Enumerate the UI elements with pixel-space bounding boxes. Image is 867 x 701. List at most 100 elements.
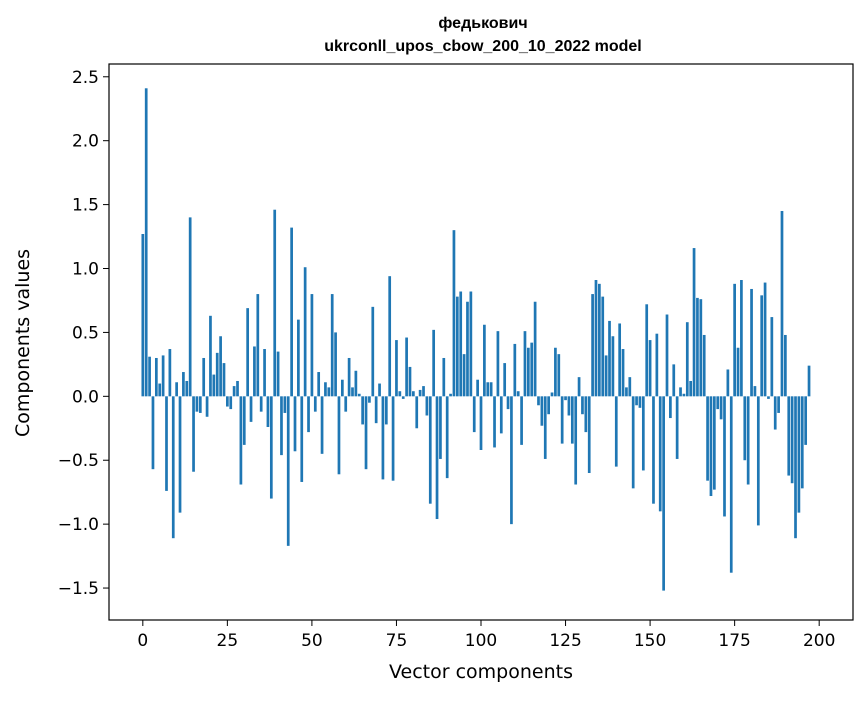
- bar: [469, 291, 473, 397]
- bar: [726, 369, 730, 397]
- bar: [689, 380, 693, 397]
- bar: [182, 372, 185, 397]
- y-tick-label: 2.0: [72, 132, 99, 152]
- bar: [178, 396, 182, 513]
- bar: [598, 283, 601, 397]
- bar: [290, 227, 293, 397]
- bar: [550, 392, 554, 397]
- bar: [594, 280, 598, 397]
- x-tick-label: 100: [465, 631, 497, 651]
- bar: [709, 396, 713, 497]
- bar: [327, 387, 331, 397]
- bar: [740, 280, 743, 397]
- bar: [729, 396, 733, 573]
- bar: [567, 396, 571, 416]
- bar: [587, 396, 591, 474]
- bar: [357, 393, 361, 397]
- x-tick-label: 50: [301, 631, 323, 651]
- y-tick-label: 1.0: [72, 260, 99, 280]
- bar: [425, 396, 429, 416]
- bar: [631, 396, 635, 489]
- bar: [800, 396, 804, 489]
- x-axis-label: Vector components: [389, 661, 573, 683]
- bar: [286, 396, 290, 546]
- bar: [161, 355, 165, 397]
- bar: [658, 396, 662, 512]
- bar: [195, 396, 199, 412]
- bar: [503, 363, 507, 397]
- bar: [171, 396, 175, 539]
- bar: [293, 396, 297, 452]
- bar: [604, 355, 608, 397]
- bar: [530, 342, 534, 397]
- bar: [554, 347, 557, 397]
- bar: [175, 382, 178, 397]
- bar: [780, 210, 784, 397]
- bar: [192, 396, 195, 472]
- bar: [337, 396, 341, 475]
- bar: [790, 396, 794, 484]
- bar: [557, 354, 561, 397]
- bar: [368, 396, 371, 403]
- bar: [733, 283, 736, 397]
- bar: [439, 396, 442, 459]
- bar: [804, 396, 808, 445]
- bar: [222, 363, 226, 397]
- bar: [760, 295, 764, 397]
- bar: [756, 396, 760, 526]
- bar: [398, 391, 402, 397]
- bar: [310, 294, 314, 397]
- bar: [412, 391, 415, 397]
- bar: [723, 396, 726, 517]
- bar: [753, 386, 757, 397]
- bar: [303, 267, 307, 397]
- bar: [215, 352, 219, 397]
- bar: [462, 354, 466, 397]
- bar: [702, 334, 706, 397]
- bar: [435, 396, 439, 520]
- bar: [655, 333, 659, 397]
- bar: [263, 349, 266, 397]
- bar: [354, 370, 358, 397]
- bar: [523, 331, 527, 397]
- y-tick-label: −1.0: [58, 515, 99, 535]
- y-axis-ticks: 2.5 2.0 1.5 1.0 0.5 0.0 −0.5 −1.0 −1.5: [58, 68, 109, 599]
- bar: [432, 329, 436, 397]
- bar: [148, 356, 151, 397]
- bar: [445, 396, 449, 479]
- bar: [219, 336, 222, 397]
- bar: [229, 396, 233, 410]
- bar: [459, 291, 463, 397]
- bar: [273, 209, 277, 397]
- bar: [770, 317, 774, 397]
- bar: [297, 319, 300, 397]
- bar: [472, 396, 476, 433]
- x-tick-label: 125: [549, 631, 581, 651]
- x-tick-label: 150: [634, 631, 666, 651]
- bar: [543, 396, 547, 459]
- bar: [706, 396, 709, 481]
- bar: [395, 340, 398, 397]
- bar: [415, 396, 419, 429]
- bar: [452, 230, 456, 397]
- bar: [719, 396, 723, 420]
- x-axis-ticks: 0 25 50 75 100 125 150 175 200: [137, 620, 835, 651]
- bar: [489, 382, 493, 397]
- bar: [313, 396, 317, 412]
- bar: [577, 377, 581, 397]
- bar: [564, 396, 567, 401]
- bar: [249, 396, 253, 422]
- bar: [422, 386, 425, 397]
- bar: [513, 343, 517, 397]
- bar: [560, 396, 564, 444]
- bar: [743, 396, 747, 461]
- bar: [374, 396, 378, 424]
- bar: [381, 396, 385, 480]
- bar: [198, 396, 202, 413]
- bar: [547, 396, 550, 415]
- bar: [449, 393, 452, 397]
- bar: [675, 396, 679, 459]
- bar: [405, 337, 408, 397]
- bar: [574, 396, 578, 485]
